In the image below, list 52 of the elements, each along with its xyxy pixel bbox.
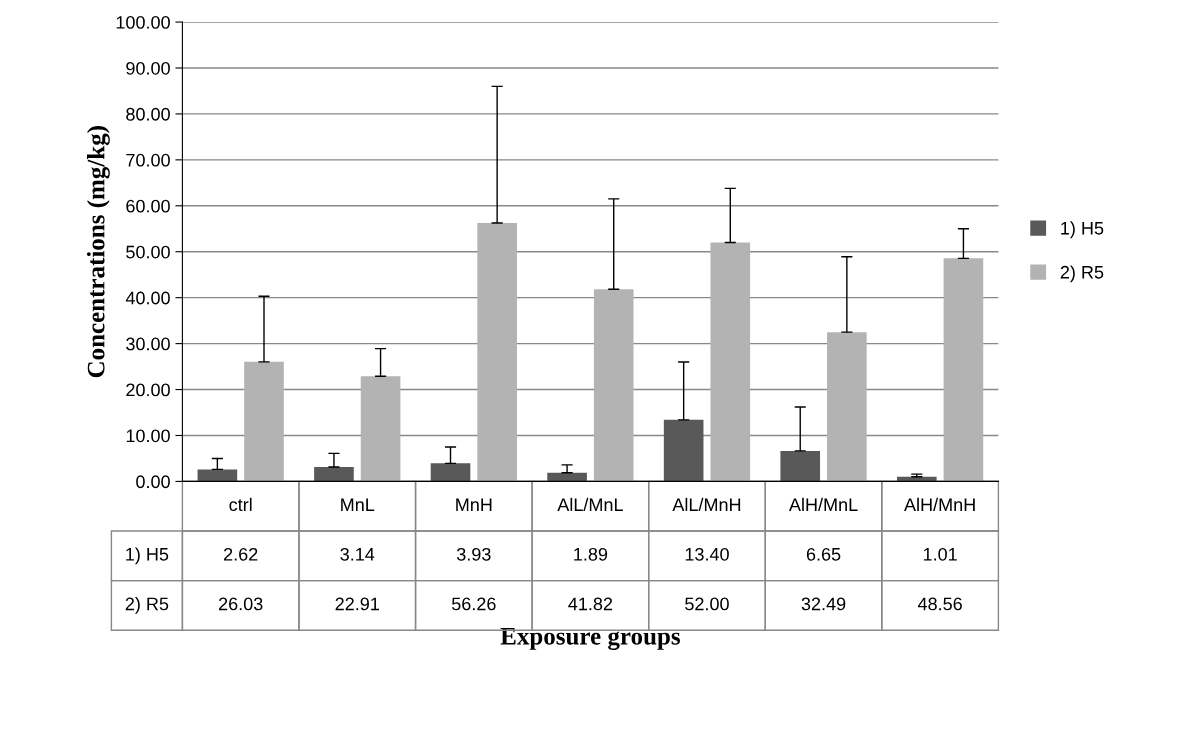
bar — [430, 463, 471, 482]
bar — [314, 467, 354, 482]
y-tick-label: 100.00 — [116, 15, 170, 29]
data-label: 1.89 — [574, 547, 608, 561]
bar — [244, 361, 284, 482]
data-label: 3.14 — [340, 547, 375, 561]
data-label: 6.65 — [806, 547, 841, 561]
bar — [593, 289, 634, 482]
bar — [477, 222, 517, 482]
x-tick-label: AlL/MnL — [557, 497, 623, 512]
x-tick-label: ctrl — [229, 497, 252, 512]
bar — [710, 242, 751, 482]
text: 2) R5 — [125, 597, 169, 614]
y-tick-label: 90.00 — [126, 61, 170, 75]
data-label: 41.82 — [568, 597, 613, 611]
bar — [943, 258, 984, 482]
x-tick-label: AlH/MnH — [904, 497, 975, 512]
bar — [780, 450, 821, 482]
y-tick-label: 30.00 — [126, 337, 170, 351]
bar — [360, 376, 401, 482]
y-tick-label: 10.00 — [126, 429, 170, 443]
bar — [547, 472, 587, 482]
x-axis-title: Exposure groups — [500, 628, 680, 650]
bar — [663, 419, 704, 482]
legend-label: 2) R5 — [1060, 265, 1104, 283]
y-tick-label: 0.00 — [136, 475, 170, 489]
y-tick-label: 20.00 — [126, 383, 170, 397]
y-tick-label: 50.00 — [126, 245, 170, 259]
x-tick-label: AlH/MnL — [788, 497, 858, 512]
data-label: 32.49 — [801, 597, 846, 611]
x-tick-label: MnH — [456, 498, 492, 511]
x-tick-label: AlL/MnH — [672, 497, 741, 512]
data-label: 52.00 — [685, 597, 729, 611]
y-tick-label: 70.00 — [126, 153, 170, 167]
y-tick-label: 80.00 — [126, 107, 170, 121]
text: 1) H5 — [126, 547, 169, 565]
data-label: 22.91 — [335, 597, 379, 611]
data-label: 1.01 — [923, 547, 957, 561]
data-label: 3.93 — [456, 547, 491, 561]
x-tick-label: MnL — [341, 498, 375, 511]
data-label: 2.62 — [224, 547, 258, 561]
bar — [827, 332, 867, 482]
y-axis-title: Concentrations (mg/kg) — [86, 126, 110, 378]
y-tick-label: 40.00 — [125, 291, 170, 305]
data-label: 13.40 — [685, 547, 729, 561]
data-label: 26.03 — [219, 597, 263, 611]
y-tick-label: 60.00 — [126, 199, 170, 213]
data-label: 56.26 — [451, 597, 496, 611]
bar — [197, 469, 238, 482]
data-label: 48.56 — [917, 597, 962, 611]
legend-label: 1) H5 — [1061, 221, 1104, 239]
bar — [896, 476, 937, 482]
